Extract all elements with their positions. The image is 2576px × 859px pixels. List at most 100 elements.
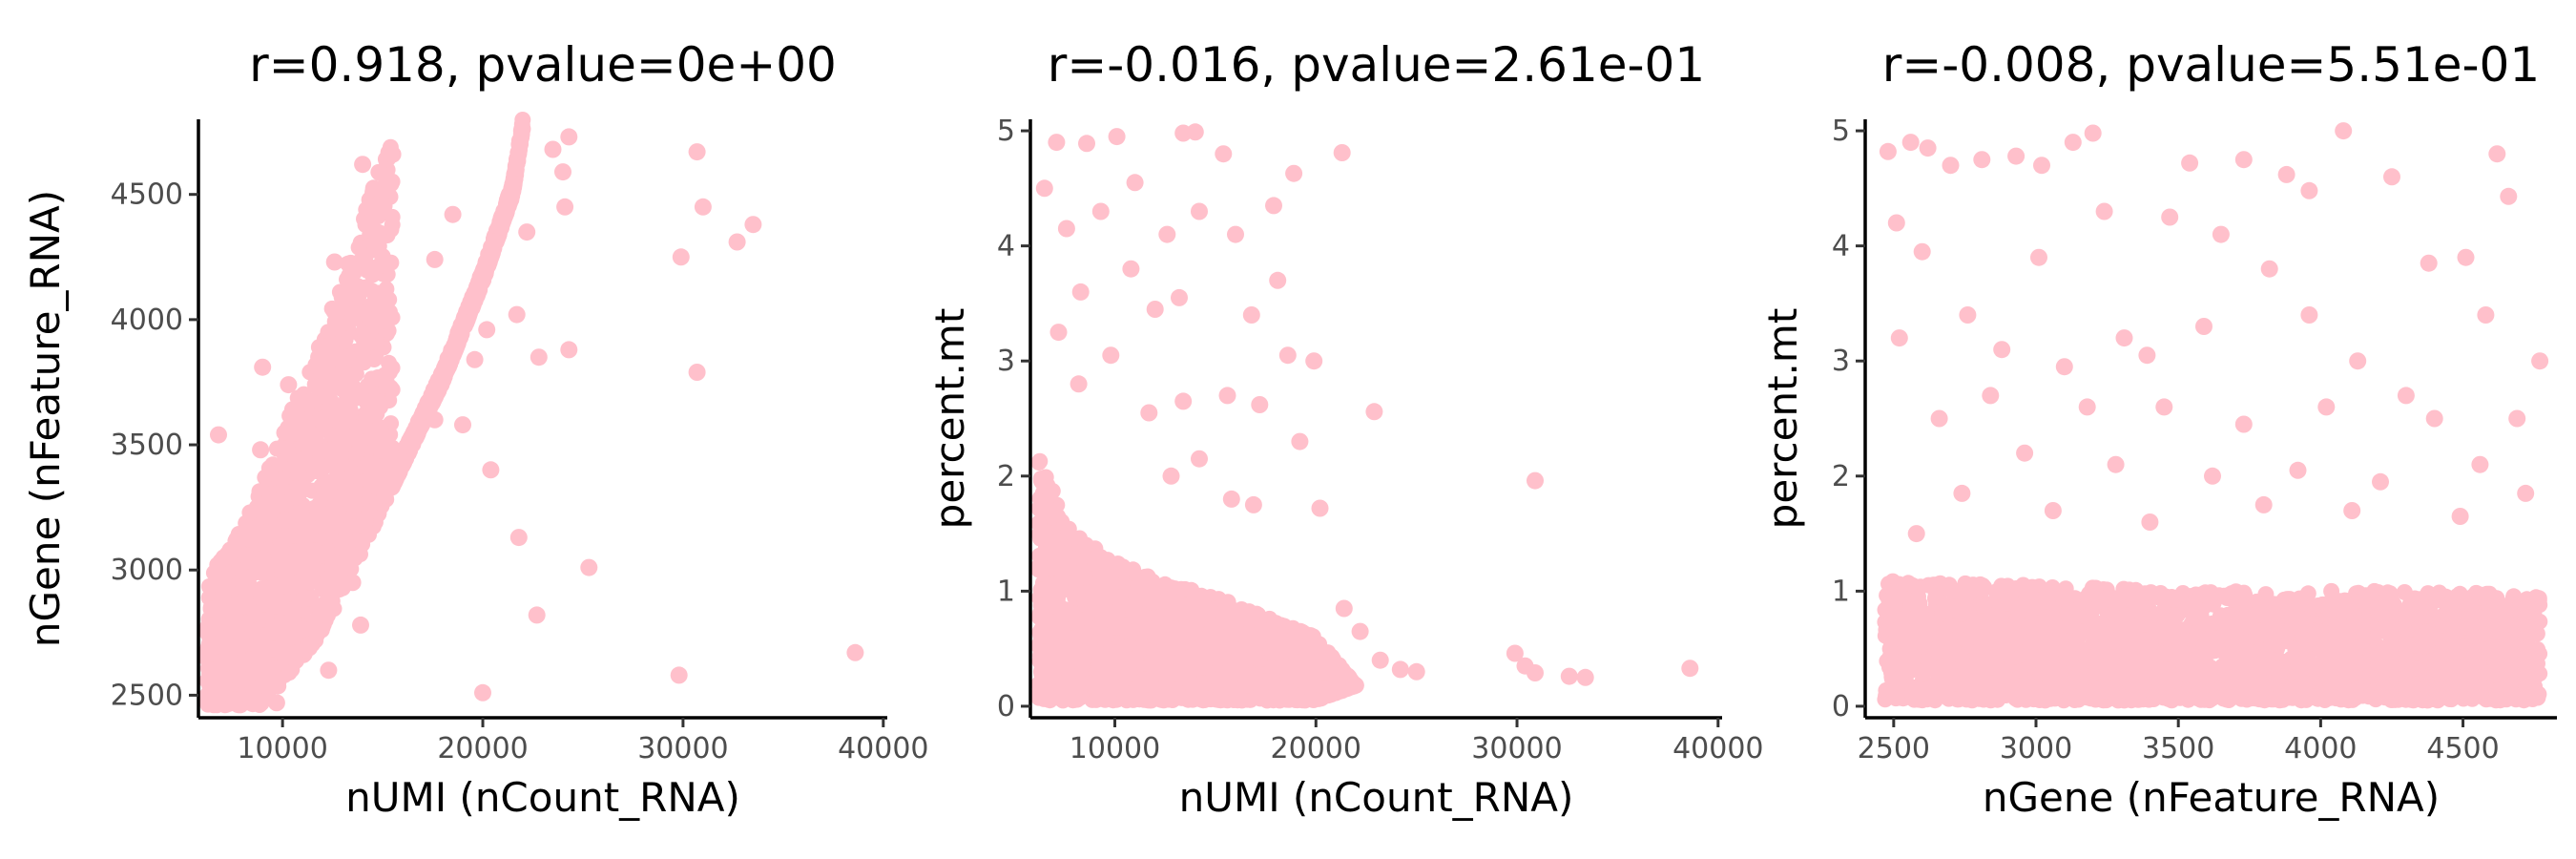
density-point xyxy=(369,197,386,214)
data-point xyxy=(560,341,578,359)
density-point xyxy=(307,377,324,394)
y-tick-label: 4500 xyxy=(111,178,183,212)
x-tick-label: 10000 xyxy=(237,732,327,765)
density-point xyxy=(492,218,509,235)
points-layer xyxy=(1030,123,1699,709)
density-point xyxy=(323,300,341,317)
data-point xyxy=(254,358,272,376)
data-point xyxy=(267,694,285,712)
density-point xyxy=(442,355,459,372)
density-point xyxy=(280,664,298,681)
density-point xyxy=(352,388,369,405)
density-point xyxy=(317,343,334,360)
density-point xyxy=(264,523,281,540)
density-point xyxy=(244,622,261,639)
data-point xyxy=(528,606,546,624)
density-point xyxy=(357,513,374,530)
density-point xyxy=(379,313,396,330)
density-point xyxy=(279,512,296,529)
density-point xyxy=(365,222,383,240)
data-point xyxy=(252,441,270,459)
density-point xyxy=(1031,452,1049,470)
data-point xyxy=(688,364,706,381)
density-point xyxy=(207,684,224,702)
data-point xyxy=(508,305,526,324)
data-point xyxy=(556,198,574,216)
data-point xyxy=(343,574,362,592)
data-point xyxy=(846,643,864,661)
density-point xyxy=(400,437,417,454)
density-point xyxy=(374,369,391,387)
data-point xyxy=(225,691,243,709)
data-point xyxy=(444,205,462,223)
data-point xyxy=(426,250,444,268)
density-point xyxy=(329,428,346,444)
x-tick-label: 20000 xyxy=(437,732,528,765)
density-point xyxy=(374,257,391,274)
density-point xyxy=(285,578,302,595)
data-point xyxy=(426,410,444,429)
density-point xyxy=(299,419,316,436)
density-point xyxy=(1049,508,1067,525)
data-point xyxy=(318,594,336,612)
data-point xyxy=(474,683,491,702)
density-point xyxy=(265,640,281,658)
density-point xyxy=(237,589,254,606)
density-point xyxy=(287,399,304,416)
panel-1: 10000 20000 30000 4000025003000350040004500… xyxy=(22,37,929,821)
density-point xyxy=(305,459,322,476)
data-point xyxy=(325,253,343,271)
density-point xyxy=(204,661,221,679)
density-point xyxy=(302,392,320,409)
density-point xyxy=(458,314,475,331)
density-point xyxy=(447,341,465,358)
data-point xyxy=(384,145,402,163)
density-point xyxy=(358,409,375,426)
density-point xyxy=(510,136,528,154)
data-point xyxy=(352,616,369,634)
density-point xyxy=(241,504,259,521)
density-point xyxy=(301,636,319,653)
density-point xyxy=(245,685,262,702)
y-tick-label: 4000 xyxy=(111,304,183,337)
density-point xyxy=(332,534,349,551)
density-point xyxy=(364,179,382,197)
data-point xyxy=(376,486,394,504)
data-point xyxy=(502,190,520,208)
data-point xyxy=(509,529,528,547)
density-point xyxy=(350,239,367,256)
data-point xyxy=(544,140,562,158)
density-point xyxy=(384,217,401,233)
data-point xyxy=(672,248,690,266)
density-point xyxy=(255,672,272,689)
density-point xyxy=(210,638,226,655)
data-point xyxy=(560,128,578,146)
density-point xyxy=(483,248,500,264)
x-axis-label: nUMI (nCount_RNA) xyxy=(345,774,740,821)
density-point xyxy=(391,452,408,470)
density-point xyxy=(321,481,338,498)
density-point xyxy=(470,273,488,290)
data-point xyxy=(292,621,309,639)
data-point xyxy=(554,163,571,181)
data-point xyxy=(210,426,227,444)
data-point xyxy=(466,350,484,368)
data-point xyxy=(354,156,372,174)
density-point xyxy=(218,545,236,562)
x-tick-label: 30000 xyxy=(637,732,728,765)
density-point xyxy=(258,563,275,580)
density-point xyxy=(1056,601,1073,618)
data-point xyxy=(670,666,688,684)
density-point xyxy=(354,344,371,361)
y-tick-label: 3000 xyxy=(111,554,183,587)
density-point xyxy=(341,367,358,385)
density-point xyxy=(342,402,359,419)
data-point xyxy=(530,348,548,367)
density-point xyxy=(306,612,323,629)
data-point xyxy=(580,558,598,576)
density-point xyxy=(276,424,293,441)
density-point xyxy=(344,305,362,323)
density-point xyxy=(265,618,282,635)
density-point xyxy=(346,496,364,513)
data-point xyxy=(320,661,338,680)
